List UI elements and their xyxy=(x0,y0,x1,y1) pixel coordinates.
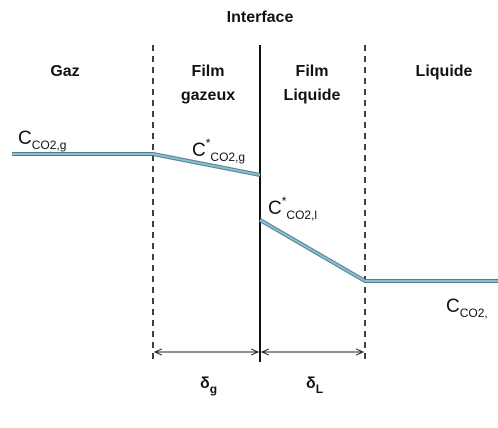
thickness-label: δL xyxy=(306,375,323,396)
subscript: CO2,l xyxy=(286,208,317,222)
subscript: L xyxy=(316,382,323,396)
concentration-label: CCO2,g xyxy=(18,128,66,152)
title: Interface xyxy=(227,9,294,26)
superscript: * xyxy=(282,194,287,208)
subscript: CO2,g xyxy=(32,138,67,152)
symbol: δ xyxy=(200,375,210,392)
liquid-profile-edge xyxy=(258,218,498,283)
zone-label: Film xyxy=(192,63,225,80)
zone-label: Film xyxy=(296,63,329,80)
symbol: C xyxy=(192,140,206,161)
subscript: CO2, xyxy=(460,306,488,320)
superscript: * xyxy=(206,136,211,150)
subscript: CO2,g xyxy=(210,150,245,164)
subscript: g xyxy=(210,382,217,396)
zone-label: Gaz xyxy=(50,63,79,80)
symbol: C xyxy=(18,128,32,149)
symbol: C xyxy=(268,198,282,219)
concentration-label: C*CO2,l xyxy=(268,194,317,222)
zone-label: gazeux xyxy=(181,87,235,104)
zone-label: Liquide xyxy=(416,63,473,80)
liquid-profile xyxy=(259,219,498,282)
thickness-label: δg xyxy=(200,375,217,396)
concentration-label: CCO2, xyxy=(446,296,488,320)
concentration-label: C*CO2,g xyxy=(192,136,245,164)
gas-profile xyxy=(12,153,261,176)
zone-label: Liquide xyxy=(284,87,341,104)
symbol: C xyxy=(446,296,460,317)
symbol: δ xyxy=(306,375,316,392)
